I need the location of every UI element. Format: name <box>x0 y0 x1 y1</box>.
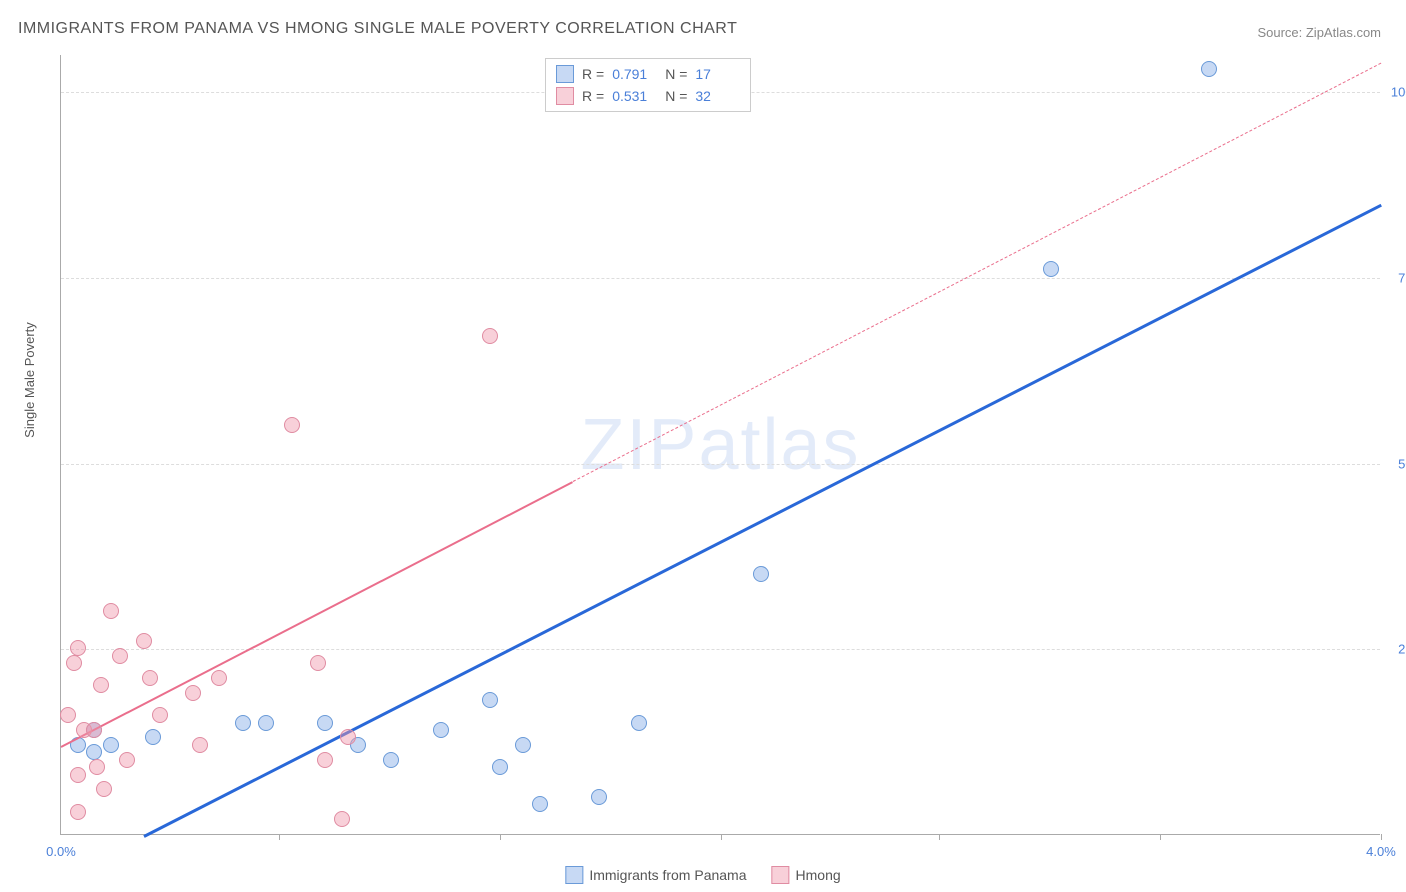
data-point <box>70 804 86 820</box>
data-point <box>532 796 548 812</box>
data-point <box>192 737 208 753</box>
y-tick-label: 25.0% <box>1398 642 1406 657</box>
data-point <box>1201 61 1217 77</box>
x-tick-mark <box>1160 834 1161 840</box>
data-point <box>89 759 105 775</box>
watermark-bold: ZIP <box>580 405 698 485</box>
swatch-panama <box>556 65 574 83</box>
legend-swatch-panama <box>565 866 583 884</box>
x-tick-mark <box>939 834 940 840</box>
data-point <box>317 752 333 768</box>
y-tick-label: 75.0% <box>1398 270 1406 285</box>
stats-row-hmong: R = 0.531 N = 32 <box>556 85 740 107</box>
legend-item-panama: Immigrants from Panama <box>565 866 746 884</box>
x-tick-mark <box>721 834 722 840</box>
trend-line <box>61 481 573 748</box>
n-label: N = <box>665 66 687 82</box>
data-point <box>142 670 158 686</box>
stats-row-panama: R = 0.791 N = 17 <box>556 63 740 85</box>
gridline-horizontal <box>61 464 1380 465</box>
data-point <box>317 715 333 731</box>
x-tick-mark <box>279 834 280 840</box>
data-point <box>482 692 498 708</box>
n-value-panama: 17 <box>695 66 740 82</box>
data-point <box>340 729 356 745</box>
legend-item-hmong: Hmong <box>772 866 841 884</box>
legend-label-panama: Immigrants from Panama <box>589 867 746 883</box>
legend: Immigrants from Panama Hmong <box>565 866 840 884</box>
data-point <box>433 722 449 738</box>
gridline-horizontal <box>61 649 1380 650</box>
n-value-hmong: 32 <box>695 88 740 104</box>
data-point <box>492 759 508 775</box>
swatch-hmong <box>556 87 574 105</box>
watermark-thin: atlas <box>698 405 860 485</box>
data-point <box>66 655 82 671</box>
data-point <box>103 737 119 753</box>
n-label: N = <box>665 88 687 104</box>
data-point <box>515 737 531 753</box>
data-point <box>119 752 135 768</box>
data-point <box>235 715 251 731</box>
data-point <box>86 744 102 760</box>
chart-title: IMMIGRANTS FROM PANAMA VS HMONG SINGLE M… <box>18 20 737 38</box>
x-tick-mark <box>500 834 501 840</box>
data-point <box>93 677 109 693</box>
data-point <box>310 655 326 671</box>
data-point <box>60 707 76 723</box>
trend-line <box>143 204 1382 838</box>
x-tick-mark <box>1381 834 1382 840</box>
y-tick-label: 100.0% <box>1391 85 1406 100</box>
watermark: ZIPatlas <box>580 404 860 486</box>
data-point <box>591 789 607 805</box>
gridline-horizontal <box>61 278 1380 279</box>
x-tick-label: 4.0% <box>1366 844 1396 859</box>
r-value-hmong: 0.531 <box>612 88 657 104</box>
data-point <box>136 633 152 649</box>
data-point <box>152 707 168 723</box>
r-label: R = <box>582 88 604 104</box>
data-point <box>70 767 86 783</box>
r-value-panama: 0.791 <box>612 66 657 82</box>
r-label: R = <box>582 66 604 82</box>
data-point <box>211 670 227 686</box>
data-point <box>70 640 86 656</box>
correlation-stats-box: R = 0.791 N = 17 R = 0.531 N = 32 <box>545 58 751 112</box>
data-point <box>112 648 128 664</box>
y-tick-label: 50.0% <box>1398 456 1406 471</box>
data-point <box>1043 261 1059 277</box>
data-point <box>482 328 498 344</box>
data-point <box>334 811 350 827</box>
data-point <box>103 603 119 619</box>
y-axis-label: Single Male Poverty <box>22 322 37 438</box>
legend-swatch-hmong <box>772 866 790 884</box>
data-point <box>284 417 300 433</box>
data-point <box>145 729 161 745</box>
data-point <box>185 685 201 701</box>
legend-label-hmong: Hmong <box>796 867 841 883</box>
data-point <box>86 722 102 738</box>
data-point <box>96 781 112 797</box>
chart-plot-area: ZIPatlas 25.0%50.0%75.0%100.0%0.0%4.0% <box>60 55 1380 835</box>
data-point <box>631 715 647 731</box>
data-point <box>258 715 274 731</box>
data-point <box>383 752 399 768</box>
data-point <box>753 566 769 582</box>
trend-line <box>572 62 1381 481</box>
source-attribution: Source: ZipAtlas.com <box>1257 25 1381 40</box>
x-tick-label: 0.0% <box>46 844 76 859</box>
